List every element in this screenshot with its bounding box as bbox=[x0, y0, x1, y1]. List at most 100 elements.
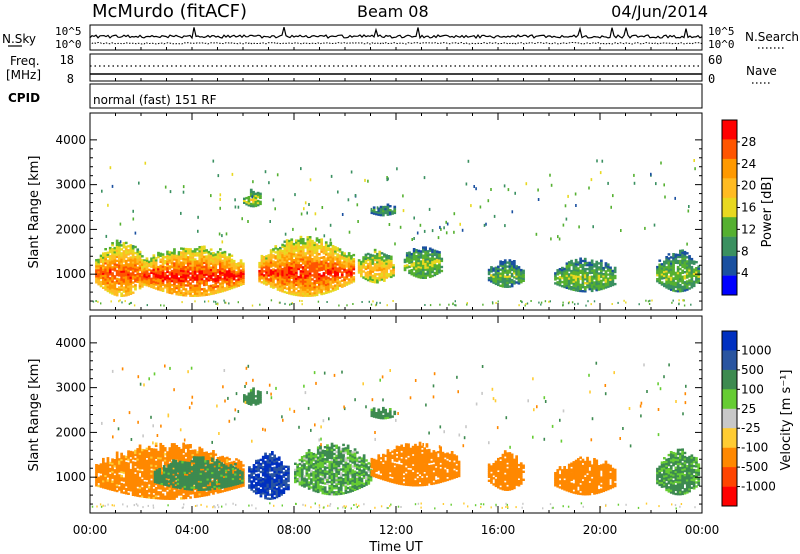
heatmap-cell bbox=[104, 462, 107, 465]
heatmap-cell bbox=[99, 282, 103, 286]
heatmap-cell bbox=[378, 254, 382, 258]
heatmap-cell bbox=[162, 477, 166, 480]
heatmap-cell bbox=[195, 482, 198, 485]
heatmap-cell bbox=[157, 456, 160, 460]
heatmap-cell bbox=[173, 274, 176, 277]
heatmap-cell bbox=[216, 258, 220, 262]
heatmap-cell bbox=[320, 246, 323, 249]
heatmap-cell bbox=[189, 260, 192, 263]
heatmap-cell bbox=[141, 483, 144, 486]
scatter-echo bbox=[446, 222, 449, 226]
heatmap-cell bbox=[265, 273, 268, 276]
heatmap-cell bbox=[199, 458, 203, 461]
heatmap-cell bbox=[422, 266, 425, 269]
heatmap-cell bbox=[336, 277, 339, 280]
heatmap-cell bbox=[136, 280, 140, 283]
heatmap-cell bbox=[343, 284, 346, 287]
heatmap-cell bbox=[115, 461, 119, 464]
scatter-echo bbox=[210, 194, 212, 198]
heatmap-cell bbox=[154, 442, 158, 445]
heatmap-cell bbox=[111, 482, 114, 485]
heatmap-cell bbox=[120, 278, 123, 281]
heatmap-cell bbox=[214, 275, 218, 278]
heatmap-cell bbox=[228, 261, 231, 264]
heatmap-cell bbox=[285, 283, 289, 286]
heatmap-cell bbox=[161, 459, 165, 462]
heatmap-cell bbox=[595, 280, 599, 284]
heatmap-cell bbox=[235, 273, 238, 276]
heatmap-cell bbox=[262, 266, 266, 269]
heatmap-cell bbox=[299, 252, 303, 255]
heatmap-cell bbox=[660, 283, 664, 286]
heatmap-cell bbox=[267, 266, 271, 269]
heatmap-cell bbox=[242, 274, 245, 277]
heatmap-cell bbox=[366, 270, 370, 274]
heatmap-cell bbox=[191, 270, 195, 273]
heatmap-cell bbox=[683, 259, 687, 262]
heatmap-cell bbox=[357, 261, 361, 264]
heatmap-cell bbox=[201, 476, 205, 479]
heatmap-cell bbox=[122, 250, 126, 253]
heatmap-cell bbox=[180, 251, 183, 254]
heatmap-cell bbox=[115, 287, 119, 291]
heatmap-cell bbox=[503, 285, 507, 288]
heatmap-cell bbox=[357, 267, 361, 270]
heatmap-cell bbox=[111, 480, 114, 483]
heatmap-cell bbox=[577, 289, 580, 292]
heatmap-cell bbox=[588, 283, 592, 287]
heatmap-cell bbox=[122, 280, 126, 283]
heatmap-cell bbox=[683, 287, 687, 290]
heatmap-cell bbox=[685, 288, 689, 291]
heatmap-cell bbox=[369, 279, 372, 283]
heatmap-cell bbox=[145, 485, 149, 489]
scatter-echo bbox=[134, 231, 137, 235]
heatmap-cell bbox=[141, 255, 144, 258]
heatmap-cell bbox=[154, 456, 158, 459]
heatmap-cell bbox=[173, 280, 176, 283]
heatmap-cell bbox=[417, 251, 421, 255]
heatmap-cell bbox=[219, 266, 222, 269]
heatmap-cell bbox=[306, 266, 310, 269]
heatmap-cell bbox=[106, 287, 110, 291]
heatmap-cell bbox=[581, 263, 585, 267]
scatter-echo bbox=[620, 229, 622, 232]
heatmap-cell bbox=[180, 493, 183, 496]
heatmap-cell bbox=[122, 467, 126, 470]
heatmap-cell bbox=[417, 259, 421, 263]
heatmap-cell bbox=[102, 482, 105, 485]
heatmap-cell bbox=[196, 282, 199, 285]
heatmap-cell bbox=[340, 279, 344, 282]
heatmap-cell bbox=[297, 243, 300, 247]
heatmap-cell bbox=[239, 462, 243, 466]
heatmap-cell bbox=[352, 260, 356, 263]
heatmap-cell bbox=[152, 482, 156, 485]
heatmap-cell bbox=[207, 262, 211, 266]
heatmap-cell bbox=[152, 268, 156, 271]
heatmap-cell bbox=[136, 448, 140, 451]
heatmap-cell bbox=[97, 279, 101, 282]
heatmap-cell bbox=[334, 264, 337, 267]
heatmap-cell bbox=[692, 268, 696, 271]
heatmap-cell bbox=[697, 277, 701, 280]
heatmap-cell bbox=[665, 256, 668, 259]
heatmap-cell bbox=[124, 488, 128, 491]
heatmap-cell bbox=[379, 209, 383, 213]
heatmap-cell bbox=[506, 273, 509, 276]
heatmap-cell bbox=[161, 269, 165, 272]
heatmap-cell bbox=[223, 277, 227, 280]
heatmap-cell bbox=[161, 271, 165, 274]
clutter-echo bbox=[623, 299, 625, 302]
heatmap-cell bbox=[182, 489, 185, 492]
heatmap-cell bbox=[265, 257, 268, 260]
heatmap-cell bbox=[157, 255, 160, 259]
heatmap-cell bbox=[115, 259, 119, 263]
heatmap-cell bbox=[134, 251, 137, 255]
heatmap-cell bbox=[102, 268, 105, 271]
heatmap-cell bbox=[663, 264, 666, 268]
heatmap-cell bbox=[180, 489, 183, 492]
heatmap-cell bbox=[104, 476, 107, 480]
heatmap-cell bbox=[299, 266, 303, 269]
heatmap-cell bbox=[225, 260, 229, 263]
heatmap-cell bbox=[586, 286, 589, 289]
heatmap-cell bbox=[145, 483, 149, 487]
